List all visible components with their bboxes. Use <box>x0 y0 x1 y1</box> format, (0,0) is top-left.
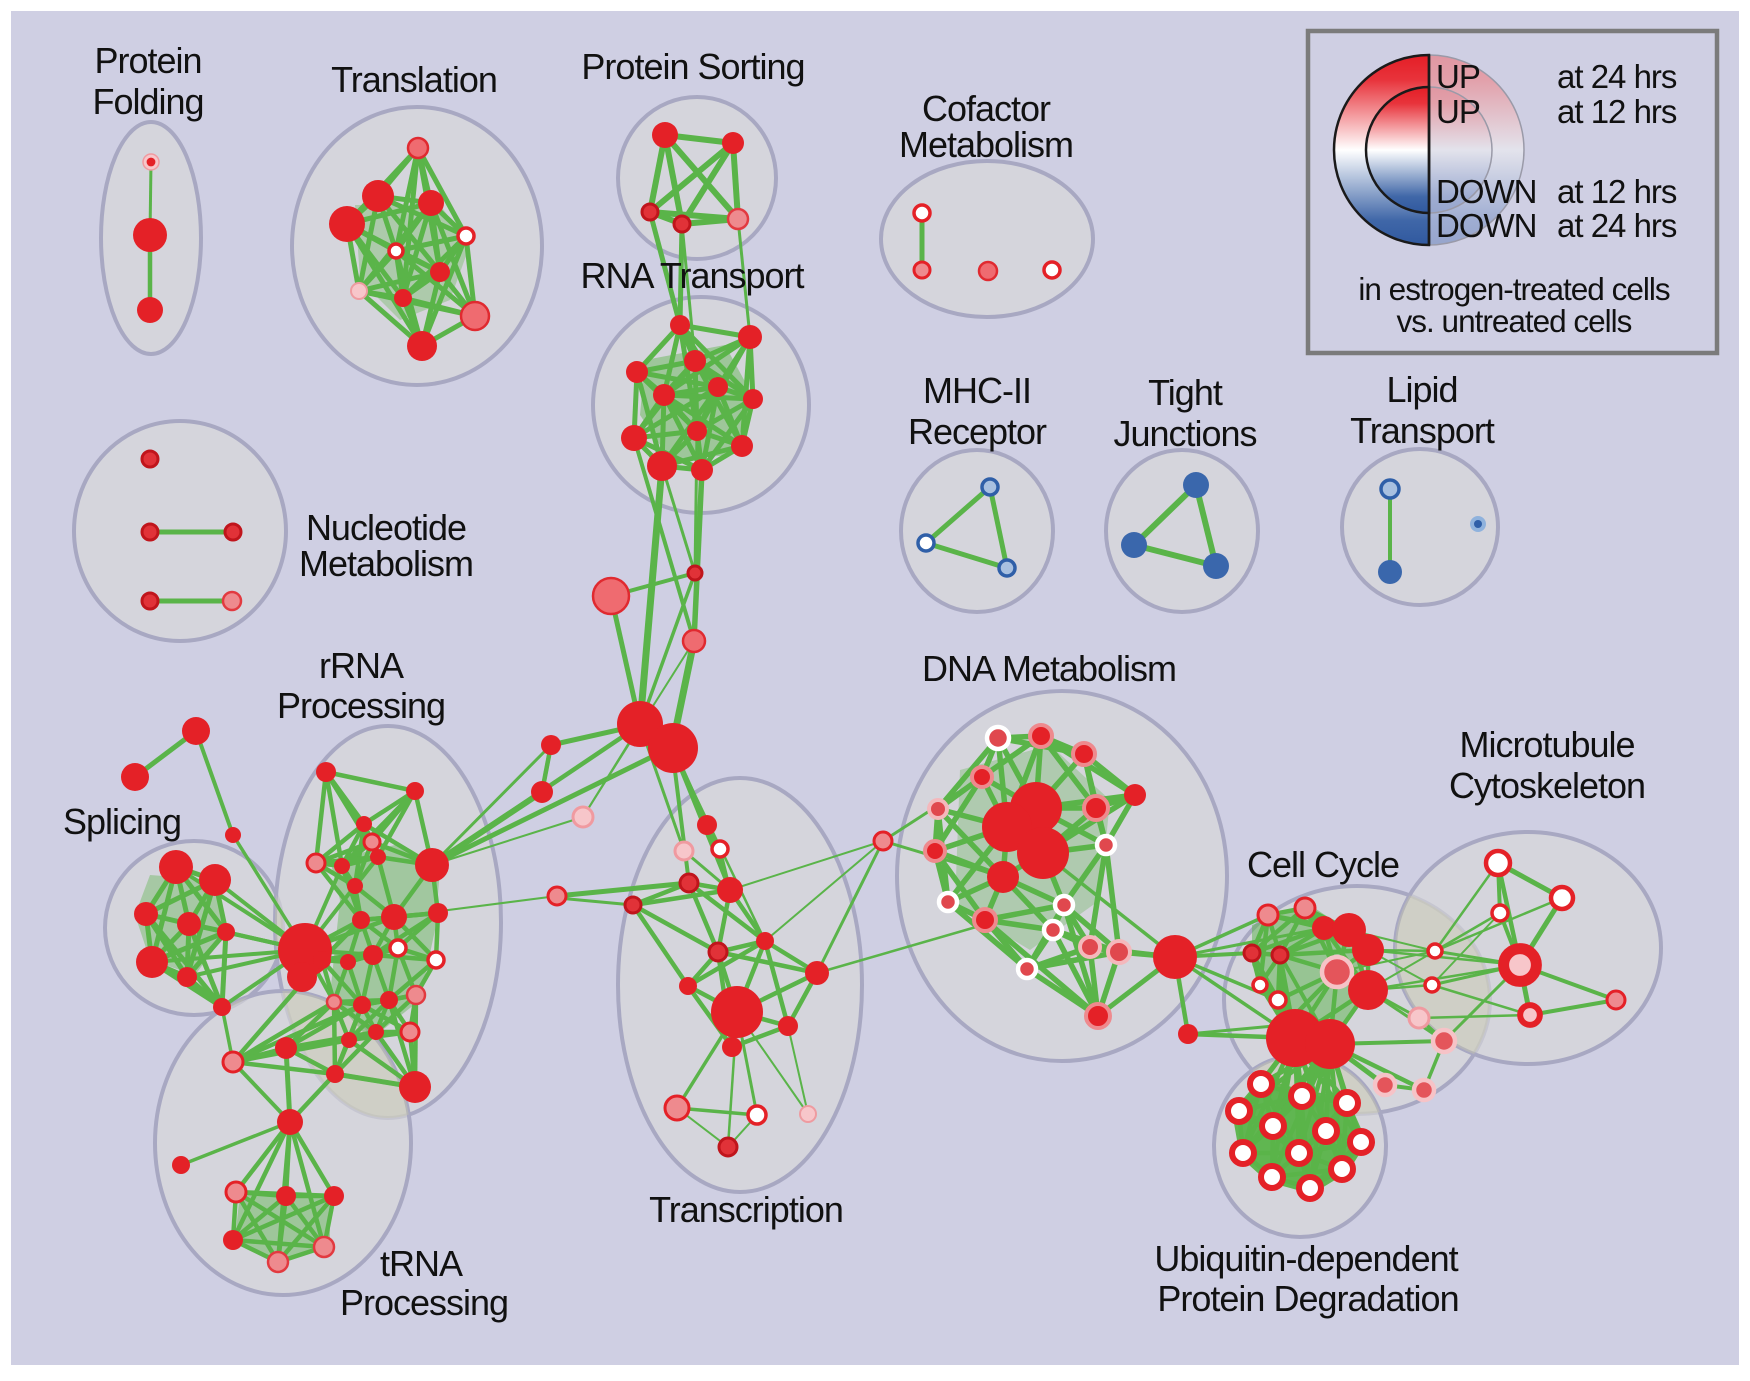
svg-text:at 12 hrs: at 12 hrs <box>1557 173 1677 210</box>
svg-text:Splicing: Splicing <box>63 801 181 842</box>
svg-text:DNA Metabolism: DNA Metabolism <box>922 648 1176 689</box>
svg-text:Cofactor: Cofactor <box>922 88 1051 129</box>
svg-text:Nucleotide: Nucleotide <box>306 507 466 548</box>
svg-text:Metabolism: Metabolism <box>299 543 473 584</box>
svg-text:rRNA: rRNA <box>319 645 404 686</box>
svg-text:Folding: Folding <box>92 81 203 122</box>
svg-text:DOWN: DOWN <box>1436 207 1536 244</box>
svg-text:tRNA: tRNA <box>380 1243 463 1284</box>
svg-text:Processing: Processing <box>277 685 445 726</box>
svg-text:MHC-II: MHC-II <box>923 370 1031 411</box>
svg-text:Metabolism: Metabolism <box>899 124 1073 165</box>
svg-text:Processing: Processing <box>340 1282 508 1323</box>
svg-text:Protein Degradation: Protein Degradation <box>1157 1278 1458 1319</box>
svg-text:Protein Sorting: Protein Sorting <box>581 46 804 87</box>
svg-text:at 24 hrs: at 24 hrs <box>1557 207 1677 244</box>
svg-text:UP: UP <box>1436 58 1480 95</box>
svg-text:Cell Cycle: Cell Cycle <box>1247 844 1399 885</box>
svg-text:Protein: Protein <box>94 40 201 81</box>
svg-text:Ubiquitin-dependent: Ubiquitin-dependent <box>1154 1238 1458 1279</box>
svg-text:Receptor: Receptor <box>908 411 1047 452</box>
svg-text:RNA Transport: RNA Transport <box>580 255 804 296</box>
svg-text:Cytoskeleton: Cytoskeleton <box>1449 765 1645 806</box>
svg-text:DOWN: DOWN <box>1436 173 1536 210</box>
svg-text:UP: UP <box>1436 93 1480 130</box>
svg-text:at 24 hrs: at 24 hrs <box>1557 58 1677 95</box>
svg-text:vs. untreated cells: vs. untreated cells <box>1397 303 1632 339</box>
svg-text:at 12 hrs: at 12 hrs <box>1557 93 1677 130</box>
svg-text:Transport: Transport <box>1350 410 1495 451</box>
svg-text:Lipid: Lipid <box>1386 369 1457 410</box>
svg-text:Translation: Translation <box>331 59 497 100</box>
svg-text:Tight: Tight <box>1148 372 1223 413</box>
svg-text:Junctions: Junctions <box>1113 413 1256 454</box>
svg-text:in estrogen-treated cells: in estrogen-treated cells <box>1358 271 1669 307</box>
svg-text:Microtubule: Microtubule <box>1459 724 1634 765</box>
svg-text:Transcription: Transcription <box>649 1189 843 1230</box>
